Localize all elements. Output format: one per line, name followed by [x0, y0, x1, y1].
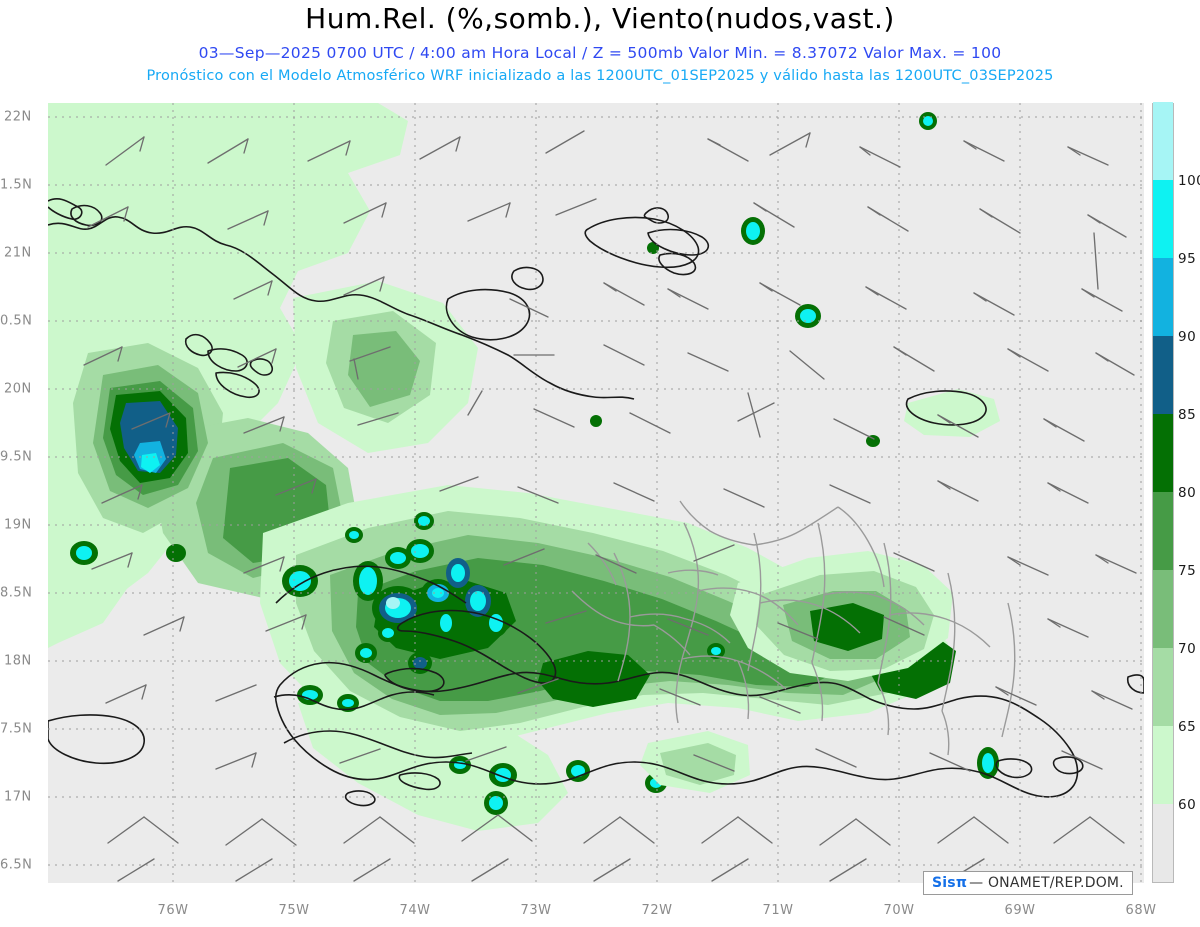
ytick-20.5N: 0.5N: [0, 313, 33, 329]
colorbar-band-85-90: [1153, 336, 1173, 414]
colorbar-band-65-70: [1153, 648, 1173, 726]
colorbar-tick-100: 100: [1178, 173, 1200, 189]
ytick-21N: 21N: [4, 245, 32, 261]
colorbar-band-80-85: [1153, 414, 1173, 492]
colorbar[interactable]: [1152, 102, 1174, 883]
colorbar-band-gt100: [1153, 102, 1173, 180]
xtick-76W: 76W: [157, 903, 189, 918]
colorbar-band-95-100: [1153, 180, 1173, 258]
wind-barb-layer: [83, 130, 1137, 882]
xtick-73W: 73W: [520, 903, 552, 918]
ytick-16.5N: 6.5N: [0, 857, 33, 873]
colorbar-band-70-75: [1153, 570, 1173, 648]
subtitle-valid-time: 03—Sep—2025 0700 UTC / 4:00 am Hora Loca…: [198, 44, 1002, 62]
map-plot-area[interactable]: [48, 103, 1144, 883]
colorbar-tick-85: 85: [1178, 407, 1197, 423]
xtick-75W: 75W: [278, 903, 310, 918]
subtitle-model-info: Pronóstico con el Modelo Atmosférico WRF…: [146, 68, 1054, 84]
ytick-17N: 17N: [4, 789, 32, 805]
xtick-71W: 71W: [762, 903, 794, 918]
organization-label: — ONAMET/REP.DOM.: [969, 875, 1124, 891]
colorbar-band-60-65: [1153, 726, 1173, 804]
coastline-layer: [48, 198, 1144, 807]
xtick-74W: 74W: [399, 903, 431, 918]
ytick-18N: 18N: [4, 653, 32, 669]
colorbar-tick-65: 65: [1178, 719, 1197, 735]
ytick-19N: 19N: [4, 517, 32, 533]
colorbar-tick-90: 90: [1178, 329, 1197, 345]
colorbar-band-90-95: [1153, 258, 1173, 336]
colorbar-tick-75: 75: [1178, 563, 1197, 579]
colorbar-tick-60: 60: [1178, 797, 1197, 813]
header: Hum.Rel. (%,somb.), Viento(nudos,vast.) …: [0, 0, 1200, 92]
xtick-68W: 68W: [1125, 903, 1157, 918]
page-title: Hum.Rel. (%,somb.), Viento(nudos,vast.): [305, 2, 895, 35]
ytick-17.5N: 7.5N: [0, 721, 33, 737]
ytick-19.5N: 9.5N: [0, 449, 33, 465]
humidity-shading-layer: [48, 103, 1000, 831]
colorbar-tick-95: 95: [1178, 251, 1197, 267]
colorbar-band-lt60: [1153, 804, 1173, 882]
attribution-badge: Sis π — ONAMET/REP.DOM.: [923, 871, 1133, 895]
ytick-20N: 20N: [4, 381, 32, 397]
pi-symbol-icon: π: [955, 875, 968, 891]
xtick-69W: 69W: [1004, 903, 1036, 918]
colorbar-tick-70: 70: [1178, 641, 1197, 657]
sis-brand-text: Sis: [932, 875, 956, 891]
ytick-22N: 22N: [4, 109, 32, 125]
ytick-21.5N: 1.5N: [0, 177, 33, 193]
map-canvas: [48, 103, 1144, 883]
xtick-70W: 70W: [883, 903, 915, 918]
colorbar-tick-80: 80: [1178, 485, 1197, 501]
grid-layer: [48, 103, 1144, 883]
ytick-18.5N: 8.5N: [0, 585, 33, 601]
colorbar-band-75-80: [1153, 492, 1173, 570]
xtick-72W: 72W: [641, 903, 673, 918]
